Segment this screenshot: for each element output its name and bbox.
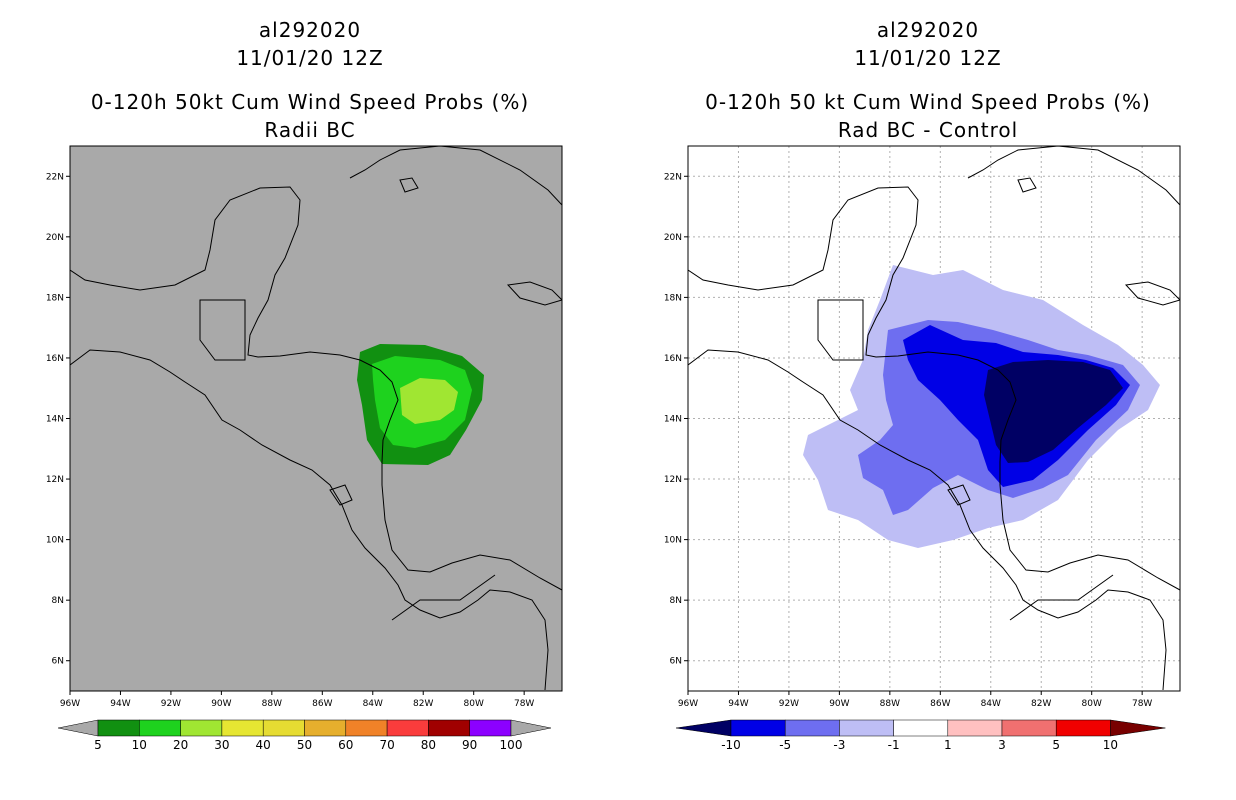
- right-title-subtitle: Rad BC - Control: [837, 118, 1019, 142]
- left-lat-label: 16N: [46, 354, 64, 364]
- colorbar-label: -5: [779, 738, 791, 752]
- right-lon-label: 88W: [880, 699, 900, 709]
- colorbar-swatch: [139, 719, 181, 737]
- colorbar-label: -10: [721, 738, 741, 752]
- colorbar-swatch: [1055, 719, 1111, 737]
- colorbar-swatch: [262, 719, 305, 737]
- left-lon-label: 80W: [464, 699, 484, 709]
- colorbar-label: 30: [214, 738, 229, 752]
- left-axis-ticks: 22N 20N 18N 16N 14N 12N 10N 8N 6N 96W 94W 92W 90W 88W…: [46, 172, 535, 709]
- colorbar-swatch: [893, 719, 949, 737]
- right-lat-label: 18N: [664, 293, 682, 303]
- colorbar-label: 40: [256, 738, 271, 752]
- left-title-date: 11/01/20 12Z: [236, 46, 384, 70]
- colorbar-swatch: [839, 719, 894, 737]
- right-lon-label: 84W: [981, 699, 1001, 709]
- right-lat-label: 8N: [670, 596, 682, 606]
- colorbar-label: 3: [998, 738, 1006, 752]
- right-coastlines: [688, 146, 1180, 691]
- left-lat-label: 8N: [52, 596, 64, 606]
- left-title-storm: al292020: [258, 18, 362, 42]
- left-lat-label: 6N: [52, 657, 64, 667]
- left-lon-label: 88W: [262, 699, 282, 709]
- left-lat-label: 18N: [46, 293, 64, 303]
- right-title-product: 0-120h 50 kt Cum Wind Speed Probs (%): [705, 90, 1151, 114]
- left-lon-label: 92W: [161, 699, 181, 709]
- left-lon-label: 94W: [110, 699, 130, 709]
- colorbar-label: 80: [421, 738, 436, 752]
- left-map-background: [70, 146, 562, 691]
- left-lon-label: 90W: [211, 699, 231, 709]
- colorbar-label: 20: [173, 738, 188, 752]
- colorbar-label: 70: [379, 738, 394, 752]
- right-colorbar: -10 -5 -3 -1 1 3 5 10: [675, 719, 1166, 752]
- left-lon-label: 86W: [312, 699, 332, 709]
- colorbar-swatch: [221, 719, 264, 737]
- colorbar-label: 5: [94, 738, 102, 752]
- colorbar-swatch: [386, 719, 429, 737]
- colorbar-swatch: [730, 719, 786, 737]
- colorbar-swatch: [469, 719, 512, 737]
- colorbar-swatch: [304, 719, 347, 737]
- left-colorbar: 5 10 20 30 40 50 60 70 80 90 100: [57, 719, 552, 752]
- colorbar-high-arrow: [1110, 719, 1166, 737]
- colorbar-label: 50: [297, 738, 312, 752]
- right-lat-label: 16N: [664, 354, 682, 364]
- colorbar-low-arrow: [57, 719, 99, 737]
- right-lon-label: 86W: [930, 699, 950, 709]
- prob-contour-20: [400, 378, 458, 424]
- right-lat-label: 12N: [664, 475, 682, 485]
- left-lon-label: 78W: [514, 699, 534, 709]
- colorbar-label: 60: [338, 738, 353, 752]
- colorbar-swatch: [180, 719, 223, 737]
- left-title-subtitle: Radii BC: [264, 118, 356, 142]
- colorbar-label: 10: [132, 738, 147, 752]
- colorbar-label: 10: [1103, 738, 1118, 752]
- left-lat-label: 12N: [46, 475, 64, 485]
- colorbar-swatch: [947, 719, 1003, 737]
- right-lat-label: 6N: [670, 657, 682, 667]
- colorbar-label: 5: [1052, 738, 1060, 752]
- left-probability-map: 22N 20N 18N 16N 14N 12N 10N 8N 6N 96W 94W 92W 90W 88W…: [46, 145, 563, 709]
- left-title-product: 0-120h 50kt Cum Wind Speed Probs (%): [90, 90, 530, 114]
- right-lat-label: 20N: [664, 233, 682, 243]
- colorbar-high-arrow: [510, 719, 552, 737]
- colorbar-swatch: [784, 719, 840, 737]
- right-lon-label: 94W: [728, 699, 748, 709]
- right-axis-ticks: 22N 20N 18N 16N 14N 12N 10N 8N 6N 96W 94W 92W 90W 88W…: [664, 172, 1153, 709]
- left-lon-label: 84W: [363, 699, 383, 709]
- colorbar-label: -3: [833, 738, 845, 752]
- left-lon-label: 96W: [60, 699, 80, 709]
- diff-contour-minus-10: [984, 360, 1123, 463]
- right-title-date: 11/01/20 12Z: [854, 46, 1002, 70]
- right-lon-label: 90W: [829, 699, 849, 709]
- right-lon-label: 92W: [779, 699, 799, 709]
- right-lon-label: 82W: [1031, 699, 1051, 709]
- right-lat-label: 22N: [664, 172, 682, 182]
- right-lat-label: 14N: [664, 415, 682, 425]
- right-lat-label: 10N: [664, 536, 682, 546]
- right-lon-label: 78W: [1132, 699, 1152, 709]
- left-lat-label: 10N: [46, 536, 64, 546]
- colorbar-swatch: [1001, 719, 1057, 737]
- colorbar-swatch: [97, 719, 140, 737]
- right-lon-label: 96W: [678, 699, 698, 709]
- right-difference-map: 22N 20N 18N 16N 14N 12N 10N 8N 6N 96W 94W 92W 90W 88W…: [664, 145, 1181, 709]
- right-lon-label: 80W: [1082, 699, 1102, 709]
- colorbar-label: 100: [500, 738, 523, 752]
- colorbar-low-arrow: [675, 719, 732, 737]
- colorbar-swatch: [345, 719, 388, 737]
- colorbar-swatch: [428, 719, 470, 737]
- colorbar-label: 1: [944, 738, 952, 752]
- left-lat-label: 14N: [46, 415, 64, 425]
- right-title-storm: al292020: [876, 18, 980, 42]
- left-coastlines: [70, 146, 562, 691]
- left-lat-label: 20N: [46, 233, 64, 243]
- left-lon-label: 82W: [413, 699, 433, 709]
- left-lat-label: 22N: [46, 172, 64, 182]
- colorbar-label: -1: [888, 738, 900, 752]
- colorbar-label: 90: [462, 738, 477, 752]
